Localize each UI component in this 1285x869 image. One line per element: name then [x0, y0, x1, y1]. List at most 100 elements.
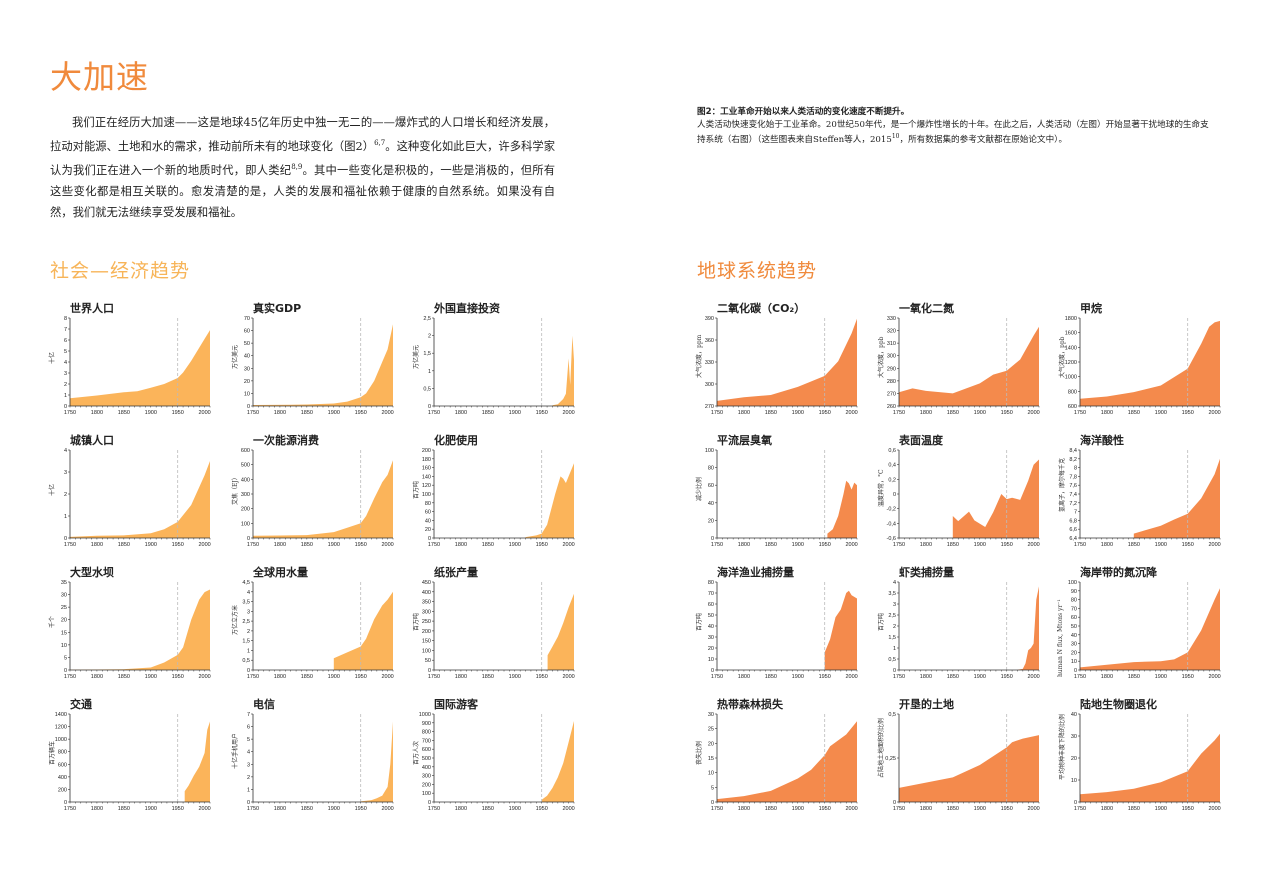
x-tick-label: 2000 — [1208, 410, 1220, 416]
x-tick-label: 1800 — [738, 542, 750, 548]
chart-world-population: 世界人口 十亿 0 1 2 3 4 5 6 7 8 1750 1800 1850 1900 1950 2000 — [48, 300, 218, 425]
y-tick-label: 270 — [887, 391, 896, 397]
y-tick-label: 800 — [422, 730, 431, 736]
y-tick-label: 600 — [58, 762, 67, 768]
y-tick-label: 30 — [244, 366, 250, 372]
x-tick-label: 1900 — [145, 542, 157, 548]
y-tick-label: 6,6 — [1069, 527, 1077, 533]
y-tick-label: 250 — [422, 619, 431, 625]
chart-title: 海洋渔业捕捞量 — [717, 566, 794, 579]
y-tick-label: 6,8 — [1069, 518, 1077, 524]
y-tick-label: 300 — [241, 492, 250, 498]
intro-ref-1: 6,7 — [374, 139, 386, 147]
chart-stratospheric-ozone: 平流层臭氧 减少比例 0 20 40 60 80 100 1750 1800 1850 1900 195… — [695, 432, 865, 557]
y-tick-label: 20 — [708, 741, 714, 747]
y-tick-label: 20 — [1071, 650, 1077, 656]
x-tick-label: 1950 — [1001, 410, 1013, 416]
y-tick-label: 1 — [64, 514, 67, 520]
x-tick-label: 1800 — [91, 410, 103, 416]
x-tick-label: 1950 — [172, 674, 184, 680]
area-plot: 0 100 200 300 400 500 600 1750 1800 1850 1900 1950 2… — [241, 448, 394, 548]
y-tick-label: 6 — [64, 338, 67, 344]
y-tick-label: 0,5 — [423, 386, 431, 392]
chart-shrimp-aquaculture: 虾类捕捞量 百万吨 0 0,5 1 1,5 2 2,5 3 3,5 4 1750 1800 1850 190… — [877, 564, 1047, 689]
y-tick-label: 7,2 — [1069, 501, 1077, 507]
y-tick-label: 80 — [708, 466, 714, 472]
y-tick-label: 4 — [893, 580, 896, 586]
x-tick-label: 1750 — [711, 806, 723, 812]
y-tick-label: 70 — [708, 591, 714, 597]
chart-title: 海洋酸性 — [1080, 434, 1124, 447]
x-tick-label: 1750 — [247, 806, 259, 812]
data-area — [824, 590, 857, 670]
x-tick-label: 1800 — [738, 806, 750, 812]
x-tick-label: 1750 — [893, 410, 905, 416]
x-tick-label: 1950 — [819, 542, 831, 548]
y-tick-label: 3 — [247, 762, 250, 768]
x-tick-label: 1750 — [711, 674, 723, 680]
chart-title: 电信 — [253, 698, 275, 711]
y-tick-label: 2,5 — [242, 619, 250, 625]
chart-title: 甲烷 — [1080, 302, 1102, 315]
x-tick-label: 1950 — [536, 542, 548, 548]
area-plot: 0 0,5 1 1,5 2 2,5 3 3,5 4 4,5 1750 1800 1850 1900 1950… — [242, 580, 393, 680]
x-tick-label: 1900 — [509, 674, 521, 680]
x-tick-label: 2000 — [845, 674, 857, 680]
y-tick-label: 50 — [708, 613, 714, 619]
x-tick-label: 1850 — [118, 806, 130, 812]
y-tick-label: 0 — [428, 536, 431, 542]
y-tick-label: 80 — [425, 501, 431, 507]
y-tick-label: 280 — [887, 379, 896, 385]
x-tick-label: 1850 — [765, 542, 777, 548]
area-plot: 0 10 20 30 40 50 60 70 1750 1800 1850 1900 1950 2000 — [244, 316, 394, 416]
x-tick-label: 1800 — [920, 806, 932, 812]
data-area — [547, 593, 574, 670]
y-tick-label: 10 — [1071, 659, 1077, 665]
data-area — [1133, 458, 1220, 538]
caption-body-text: 人类活动快速变化始于工业革命。20世纪50年代，是一个爆炸性增长的十年。在此之后… — [697, 119, 1209, 145]
y-tick-label: 1 — [893, 646, 896, 652]
x-tick-label: 2000 — [562, 542, 574, 548]
y-tick-label: 1,5 — [242, 639, 250, 645]
y-tick-label: 50 — [244, 341, 250, 347]
y-tick-label: 8,4 — [1069, 448, 1077, 454]
y-tick-label: 70 — [244, 316, 250, 322]
area-plot: 0 20 40 60 80 100 1750 1800 1850 1900 1950 2000 — [705, 448, 858, 548]
y-tick-label: 400 — [241, 477, 250, 483]
x-tick-label: 1800 — [455, 674, 467, 680]
y-tick-label: 0 — [64, 800, 67, 806]
x-tick-label: 2000 — [198, 542, 210, 548]
x-tick-label: 1750 — [64, 542, 76, 548]
intro-text-1: 我们正在经历大加速——这是地球45亿年历史中独一无二的——爆炸式的人口增长和经济… — [50, 116, 555, 153]
x-tick-label: 1800 — [920, 674, 932, 680]
x-tick-label: 1900 — [792, 806, 804, 812]
y-tick-label: 300 — [705, 382, 714, 388]
data-area — [1080, 588, 1220, 670]
y-tick-label: 0 — [247, 800, 250, 806]
x-tick-label: 2000 — [198, 674, 210, 680]
caption-title: 图2：工业革命开始以来人类活动的变化速度不断提升。 — [697, 107, 910, 117]
x-tick-label: 1950 — [1001, 806, 1013, 812]
data-area — [899, 735, 1039, 802]
figure-caption: 图2：工业革命开始以来人类活动的变化速度不断提升。 人类活动快速变化始于工业革命… — [697, 106, 1217, 146]
chart-title: 国际游客 — [434, 698, 478, 711]
x-tick-label: 1750 — [893, 674, 905, 680]
data-area — [184, 721, 210, 802]
y-tick-label: 2 — [247, 775, 250, 781]
data-area — [333, 591, 393, 670]
x-tick-label: 2000 — [845, 806, 857, 812]
y-tick-label: 900 — [422, 721, 431, 727]
x-tick-label: 1800 — [1101, 410, 1113, 416]
y-tick-label: 40 — [708, 624, 714, 630]
x-tick-label: 1800 — [274, 542, 286, 548]
x-tick-label: 1850 — [1128, 806, 1140, 812]
y-tick-label: 3 — [64, 470, 67, 476]
y-tick-label: 20 — [61, 618, 67, 624]
intro-paragraph: 我们正在经历大加速——这是地球45亿年历史中独一无二的——爆炸式的人口增长和经济… — [50, 112, 555, 223]
x-tick-label: 1950 — [536, 806, 548, 812]
y-tick-label: 20 — [1071, 756, 1077, 762]
y-tick-label: 20 — [708, 518, 714, 524]
area-plot: 0 1 2 3 4 5 6 7 1750 1800 1850 1900 1950 2000 — [247, 712, 394, 812]
x-tick-label: 1950 — [172, 542, 184, 548]
x-tick-label: 2000 — [1208, 806, 1220, 812]
